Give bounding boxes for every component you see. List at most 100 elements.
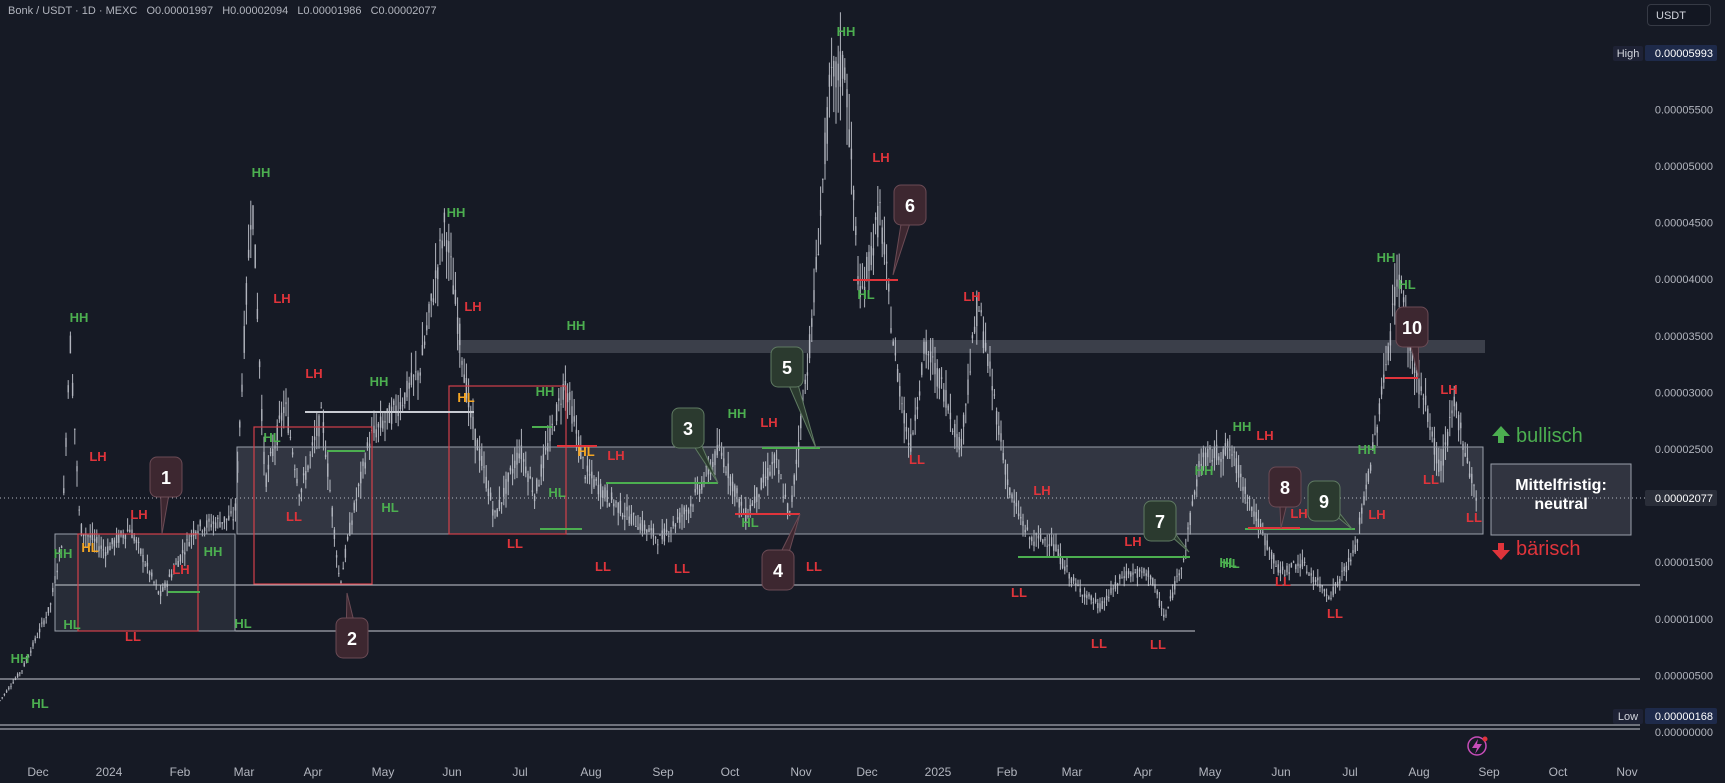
candle-body	[8, 687, 10, 690]
candle-body	[78, 509, 80, 511]
candle-body	[74, 428, 76, 430]
candle-body	[861, 286, 864, 288]
callout-1: 1	[149, 456, 183, 535]
time-tick-label: 2025	[925, 765, 952, 779]
candle-body	[828, 74, 831, 87]
candle-body	[49, 603, 52, 605]
candle-body	[1147, 570, 1150, 577]
candle-body	[1002, 453, 1004, 461]
candle-body	[731, 481, 734, 492]
pivot-label-hh: HH	[54, 546, 73, 561]
candle-body	[899, 386, 901, 397]
candle-body	[1451, 410, 1453, 414]
low-price-label: 0.00000168	[1655, 711, 1713, 723]
candle-body	[96, 536, 98, 543]
candle-body	[1413, 367, 1416, 373]
candle-body	[102, 549, 105, 551]
candle-body	[1303, 561, 1306, 563]
time-tick-label: Apr	[1134, 765, 1153, 779]
candle-body	[652, 528, 655, 537]
candle-body	[602, 490, 604, 498]
candle-body	[918, 391, 921, 396]
time-tick-label: Aug	[580, 765, 601, 779]
candle-body	[1424, 395, 1427, 405]
candle-body	[679, 512, 681, 523]
candle-body	[1163, 614, 1165, 618]
candle-body	[760, 478, 762, 490]
pivot-label-lh: LH	[89, 449, 106, 464]
candle-body	[707, 465, 710, 475]
candle-body	[775, 458, 778, 460]
candle-body	[188, 542, 190, 546]
candle-body	[388, 405, 391, 423]
low-price-tag: Low	[1618, 711, 1638, 723]
candle-body	[1270, 551, 1273, 559]
pivot-label-hl: HL	[234, 616, 251, 631]
candle-body	[672, 521, 674, 526]
candle-body	[32, 642, 34, 647]
candle-body	[140, 548, 142, 554]
candle-body	[1141, 571, 1143, 573]
pivot-label-hh: HH	[447, 205, 466, 220]
candle-body	[463, 374, 465, 383]
candle-body	[945, 390, 947, 408]
candle-body	[382, 420, 384, 429]
candle-body	[995, 411, 998, 425]
candle-body	[720, 452, 723, 456]
candle-body	[591, 471, 593, 479]
candle-body	[1037, 535, 1040, 539]
callout-box	[893, 184, 927, 226]
candle-body	[245, 283, 248, 305]
high-price-label: 0.00005993	[1655, 48, 1713, 60]
currency-button[interactable]: USDT	[1647, 4, 1711, 26]
pivot-label-hl: HL	[31, 696, 48, 711]
time-tick-label: Jul	[512, 765, 527, 779]
candle-body	[846, 89, 848, 108]
pivot-label-lh: LH	[963, 289, 980, 304]
candle-body	[522, 459, 525, 462]
candle-body	[562, 383, 564, 400]
candle-body	[1048, 544, 1051, 547]
candle-body	[734, 485, 736, 497]
candle-body	[1044, 539, 1046, 541]
pivot-label-hl: HL	[63, 617, 80, 632]
price-tick-label: 0.00003500	[1655, 331, 1713, 343]
candle-body	[289, 436, 292, 438]
candle-body	[355, 499, 358, 501]
candle-body	[621, 514, 624, 518]
time-tick-label: Dec	[27, 765, 48, 779]
candle-body	[417, 372, 419, 381]
candle-body	[199, 520, 201, 527]
time-tick-label: Dec	[856, 765, 877, 779]
candle-body	[5, 690, 8, 693]
candle-body	[1449, 416, 1451, 418]
candle-body	[1231, 454, 1233, 456]
candle-body	[1070, 578, 1073, 584]
candle-body	[800, 416, 802, 429]
candle-body	[615, 501, 617, 503]
candle-body	[1220, 458, 1222, 462]
callout-box	[671, 407, 705, 449]
candle-body	[852, 189, 855, 201]
candle-body	[1013, 500, 1015, 504]
pivot-label-hh: HH	[252, 165, 271, 180]
candle-body	[1473, 485, 1475, 487]
candle-body	[1024, 529, 1026, 533]
candle-body	[1339, 578, 1341, 584]
candle-body	[1209, 447, 1211, 450]
candle-body	[1319, 584, 1321, 589]
candle-body	[571, 406, 573, 424]
candle-body	[430, 293, 432, 301]
symbol-legend: Bonk / USDT · 1D · MEXC O0.00001997 H0.0…	[8, 5, 443, 17]
high-price-tag: High	[1617, 48, 1640, 60]
candle-body	[1255, 512, 1257, 522]
candle-body	[753, 496, 756, 504]
callout-number: 10	[1402, 318, 1422, 338]
candle-body	[419, 372, 421, 376]
candle-body	[580, 447, 582, 460]
candle-body	[384, 420, 386, 423]
pivot-label-hh: HH	[1377, 250, 1396, 265]
candle-body	[1061, 558, 1064, 569]
pivot-label-hh: HH	[837, 24, 856, 39]
